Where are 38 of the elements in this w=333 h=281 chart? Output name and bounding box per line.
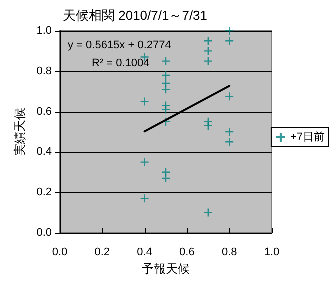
annotation: y = 0.5615x + 0.2774: [68, 40, 172, 52]
point: [140, 97, 150, 106]
point: [161, 70, 171, 80]
x-tick-label: 1.0: [264, 246, 280, 258]
point: [161, 84, 171, 94]
point: [161, 78, 171, 88]
point: [225, 92, 234, 102]
x-tick-label: 0.2: [94, 246, 110, 258]
y-tick-label: 0.2: [36, 186, 52, 199]
y-tick-label: 1.0: [36, 25, 52, 37]
x-tick-label: 0.8: [222, 246, 238, 258]
x-tick-label: 0.4: [137, 246, 152, 258]
point: [204, 208, 213, 218]
x-axis-title: 予報天候: [142, 262, 190, 276]
point: [161, 174, 171, 184]
y-tick-label: 0.8: [36, 65, 52, 78]
point: [225, 26, 234, 36]
point: [225, 36, 234, 46]
point: [161, 105, 171, 114]
point: [140, 194, 150, 204]
legend-label: +7日前: [290, 132, 326, 144]
point: [225, 138, 234, 147]
point: [161, 168, 171, 177]
point: [161, 56, 171, 66]
point: [204, 46, 213, 56]
point: [204, 36, 213, 46]
annotation: R² = 0.1004: [92, 58, 150, 70]
point: [204, 56, 213, 66]
x-tick-label: 0.6: [180, 246, 195, 258]
point: [140, 158, 150, 167]
y-tick-label: 0.6: [36, 106, 52, 118]
point: [225, 127, 234, 137]
y-axis-title: 実績天候: [12, 108, 27, 156]
y-tick-label: 0.4: [36, 146, 52, 158]
x-tick-label: 0.0: [52, 246, 68, 258]
y-tick-label: 0.0: [36, 227, 52, 239]
point: [204, 121, 213, 131]
chart-title: 天候相関 2010/7/1～7/31: [63, 8, 208, 23]
